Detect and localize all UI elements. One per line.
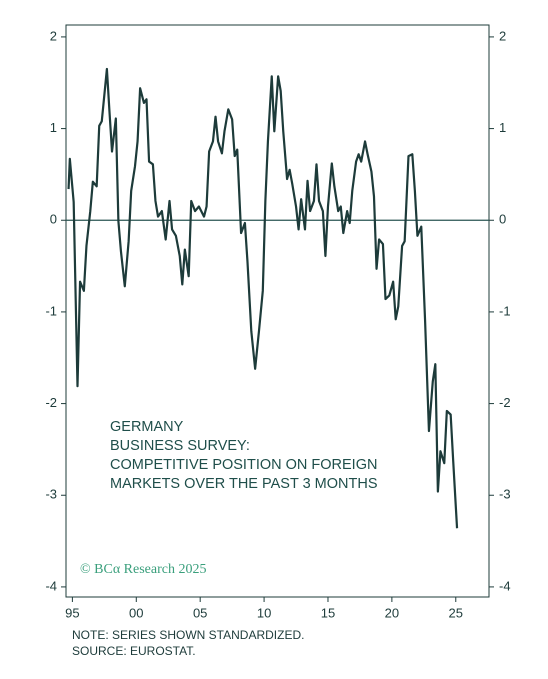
plot-frame [65,24,490,598]
y2-tick-label: -4 [499,578,511,593]
note: SOURCE: EUROSTAT. [72,644,196,658]
x-tick-label: 10 [257,605,271,620]
y-tick-label: -1 [45,303,57,318]
y2-tick-label: 0 [499,212,506,227]
y2-tick-label: -3 [499,487,511,502]
y2-tick-label: -1 [499,303,511,318]
x-tick-label: 20 [385,605,399,620]
y-tick-label: -4 [45,578,57,593]
note: NOTE: SERIES SHOWN STANDARDIZED. [72,628,304,642]
x-tick-label: 15 [321,605,335,620]
y-tick-label: 2 [50,28,57,43]
series-line [67,67,459,529]
y-tick-label: 0 [50,212,57,227]
x-tick-label: 25 [449,605,463,620]
y-tick-label: -3 [45,487,57,502]
y-tick-label: -2 [45,395,57,410]
annotation-line: COMPETITIVE POSITION ON FOREIGN [110,457,377,473]
y2-tick-label: 1 [499,120,506,135]
annotation: GERMANY BUSINESS SURVEY: COMPETITIVE POS… [110,419,378,492]
y-tick-label: 1 [50,120,57,135]
copyright: © BCα Research 2025 [80,562,206,577]
y2-tick-label: -2 [499,395,511,410]
annotation-line: MARKETS OVER THE PAST 3 MONTHS [110,476,378,492]
x-tick-label: 00 [129,605,143,620]
annotation-line: GERMANY [110,419,184,435]
annotation-line: BUSINESS SURVEY: [110,438,250,454]
y2-tick-label: 2 [499,28,506,43]
x-tick-label: 95 [65,605,79,620]
x-tick-label: 05 [193,605,207,620]
